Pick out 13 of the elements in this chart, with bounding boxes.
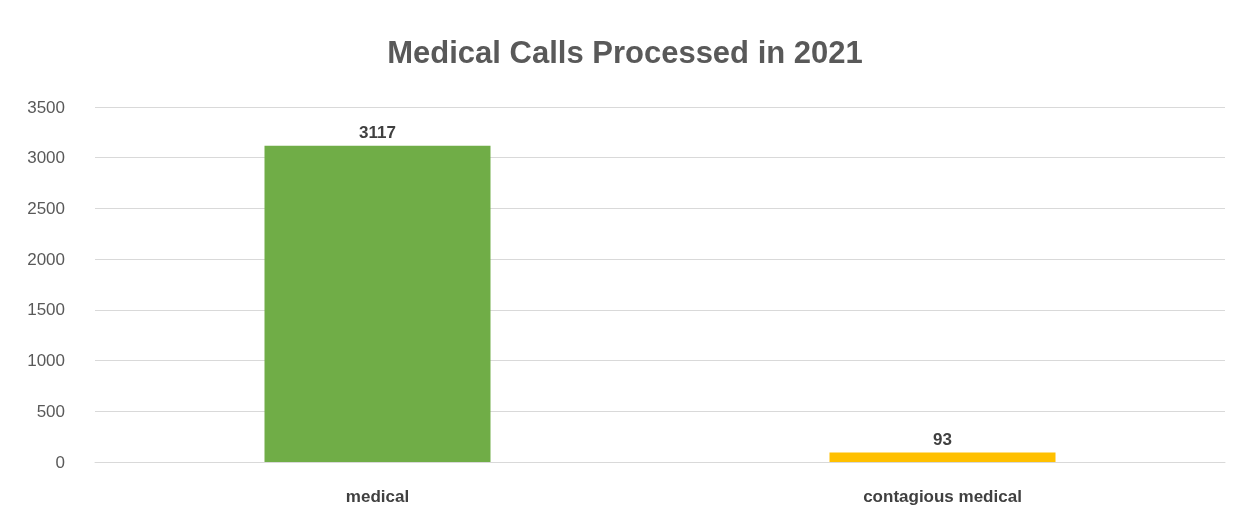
y-tick-label: 1000	[27, 351, 65, 371]
data-label: 3117	[359, 122, 396, 142]
y-tick-label: 2500	[27, 198, 65, 218]
x-tick-label: medical	[345, 487, 410, 506]
y-tick-label: 3500	[27, 97, 65, 117]
y-tick-label: 2000	[27, 249, 65, 269]
y-tick-label: 0	[55, 452, 65, 472]
y-tick-label: 500	[36, 401, 65, 421]
y-tick-label: 3000	[27, 148, 65, 168]
x-tick-label: contagious medical	[863, 487, 1022, 506]
y-tick-label: 1500	[27, 300, 65, 320]
data-label: 93	[933, 429, 952, 449]
chart-title: Medical Calls Processed in 2021	[387, 35, 863, 70]
